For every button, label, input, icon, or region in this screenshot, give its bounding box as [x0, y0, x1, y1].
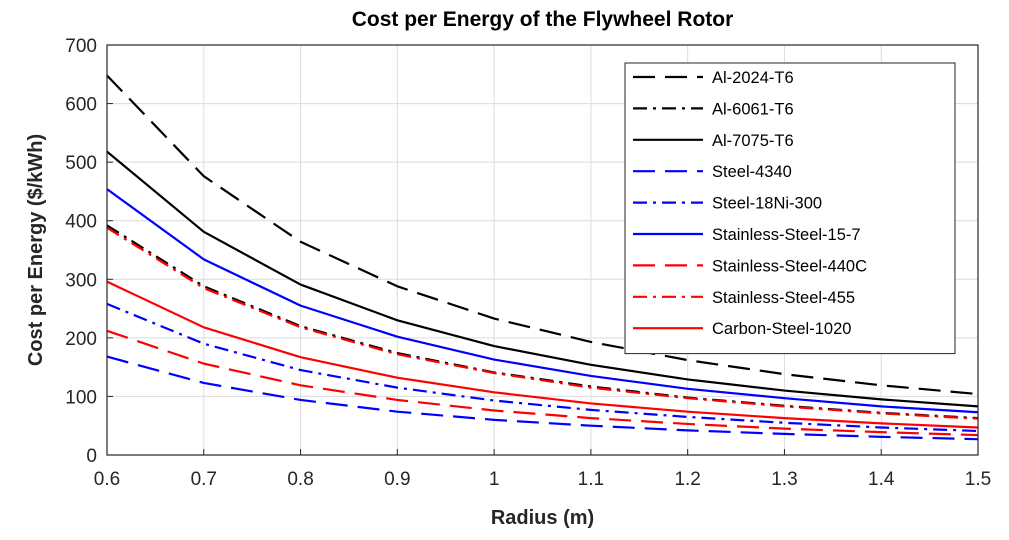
series-line — [106, 188, 979, 414]
y-tick-label: 600 — [65, 95, 97, 116]
x-tick-label: 1.5 — [965, 469, 991, 490]
legend-box — [624, 62, 956, 355]
x-tick-label: 0.9 — [384, 469, 410, 490]
legend-label: Al-7075-T6 — [712, 132, 794, 150]
chart-title: Cost per Energy of the Flywheel Rotor — [352, 8, 734, 31]
x-tick-label: 0.8 — [287, 469, 313, 490]
x-tick-label: 1.2 — [674, 469, 700, 490]
y-tick-label: 100 — [65, 387, 97, 408]
x-axis-label: Radius (m) — [491, 507, 594, 529]
y-tick-label: 300 — [65, 270, 97, 291]
y-tick-label: 500 — [65, 153, 97, 174]
legend-label: Carbon-Steel-1020 — [712, 320, 851, 338]
legend-label: Al-2024-T6 — [712, 69, 794, 87]
legend-label: Steel-4340 — [712, 163, 792, 181]
y-tick-label: 700 — [65, 36, 97, 57]
series-line — [106, 280, 979, 429]
series-lines — [106, 74, 979, 441]
x-tick-label: 1 — [489, 469, 500, 490]
x-tick-label: 0.7 — [191, 469, 217, 490]
y-axis-label: Cost per Energy ($/kWh) — [25, 134, 47, 366]
legend-label: Stainless-Steel-440C — [712, 257, 867, 275]
y-tick-label: 200 — [65, 329, 97, 350]
series-line — [106, 302, 979, 433]
x-tick-label: 1.3 — [771, 469, 797, 490]
series-line — [106, 355, 979, 441]
series-line — [106, 150, 979, 408]
legend-label: Stainless-Steel-15-7 — [712, 226, 861, 244]
legend-label: Al-6061-T6 — [712, 100, 794, 118]
plot-frame — [106, 44, 979, 456]
x-tick-label: 0.6 — [94, 469, 120, 490]
legend-label: Stainless-Steel-455 — [712, 289, 855, 307]
legend-label: Steel-18Ni-300 — [712, 195, 822, 213]
series-line — [106, 226, 979, 420]
y-tick-label: 0 — [86, 446, 97, 467]
x-tick-label: 1.1 — [578, 469, 604, 490]
y-tick-label: 400 — [65, 212, 97, 233]
series-line — [106, 74, 979, 396]
axis-ticks: 0.6 0.7 0.8 0.9 1 1.1 1.2 1.3 1.4 1.5 0 100 200 300 40… — [65, 36, 991, 490]
legend: Al-2024-T6 Al-6061-T6 Al-7075-T6 Steel-4340… — [624, 62, 956, 355]
x-tick-label: 1.4 — [868, 469, 895, 490]
